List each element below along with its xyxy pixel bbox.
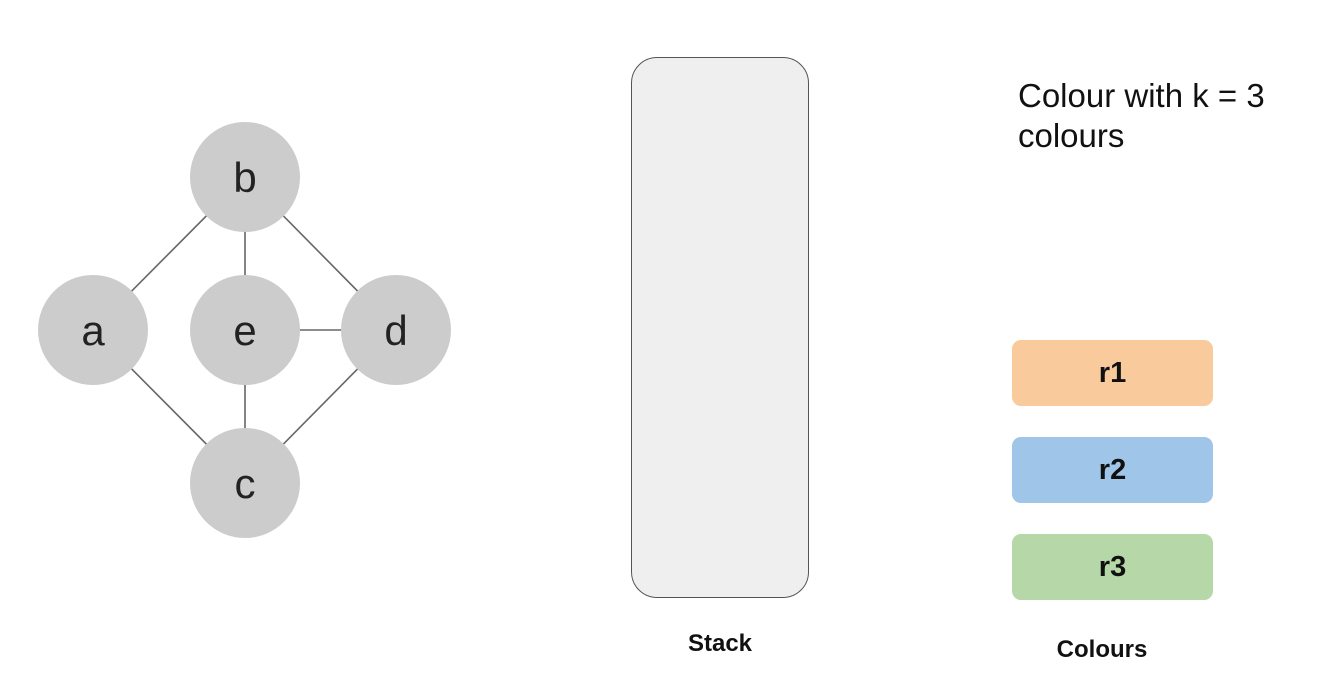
node-circle-a — [38, 275, 148, 385]
colours-label: Colours — [1056, 636, 1148, 663]
node-e: e — [190, 275, 300, 385]
colour-chip-r3: r3 — [1012, 534, 1213, 600]
stack-container — [631, 57, 809, 598]
colour-chip-r1: r1 — [1012, 340, 1213, 406]
node-label-e: e — [233, 307, 256, 354]
node-label-b: b — [233, 154, 256, 201]
instruction-text: Colour with k = 3 colours — [1018, 77, 1265, 154]
node-d: d — [341, 275, 451, 385]
node-b: b — [190, 122, 300, 232]
node-circle-e — [190, 275, 300, 385]
node-label-d: d — [384, 307, 407, 354]
colour-chip-r2: r2 — [1012, 437, 1213, 503]
node-label-c: c — [235, 460, 256, 507]
node-circle-b — [190, 122, 300, 232]
node-label-a: a — [81, 307, 105, 354]
graph-nodes: a b c d e — [38, 122, 451, 538]
node-circle-c — [190, 428, 300, 538]
stack-label: Stack — [687, 630, 753, 657]
node-a: a — [38, 275, 148, 385]
node-circle-d — [341, 275, 451, 385]
node-c: c — [190, 428, 300, 538]
